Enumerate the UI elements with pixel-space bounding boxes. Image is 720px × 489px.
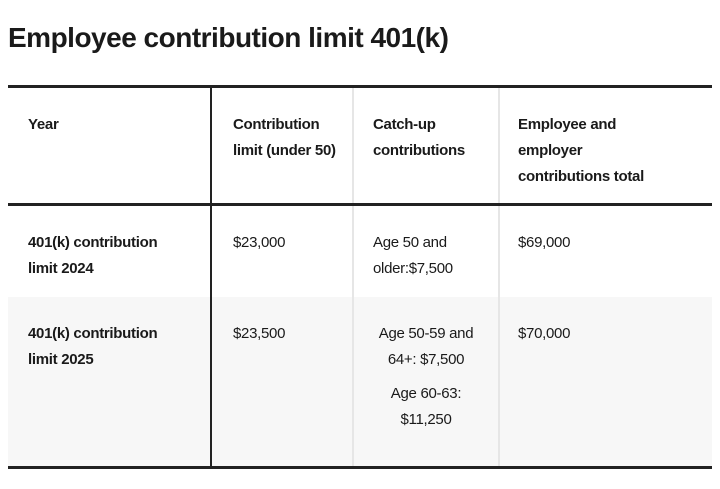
table-top-rule xyxy=(8,85,712,88)
header-total: Employee and employer contributions tota… xyxy=(518,116,644,185)
catch-up-age-50-59: Age 50-59 and 64+: $7,500 xyxy=(378,325,474,368)
row-limit: $23,000 xyxy=(212,206,354,297)
header-catch-up: Catch-up contributions xyxy=(354,88,500,204)
header-year: Year xyxy=(8,88,212,204)
header-rule xyxy=(8,203,712,206)
row-limit: $23,500 xyxy=(212,297,354,467)
row-catch-up: Age 50-59 and 64+: $7,500 Age 60-63: $11… xyxy=(354,297,500,467)
row-total: $69,000 xyxy=(518,234,571,251)
row-catch-up: Age 50 and older:$7,500 xyxy=(354,206,500,297)
header-contribution-limit: Contribution limit (under 50) xyxy=(212,88,354,204)
table-bottom-rule xyxy=(8,466,712,469)
catch-up-age-60-63: Age 60-63: $11,250 xyxy=(390,385,462,428)
row-total: $70,000 xyxy=(518,325,571,342)
page-title: Employee contribution limit 401(k) xyxy=(8,22,449,53)
table-row: 401(k) contribution limit 2024 $23,000 A… xyxy=(8,206,712,297)
row-year: 401(k) contribution limit 2024 xyxy=(8,206,212,297)
row-year: 401(k) contribution limit 2025 xyxy=(8,297,212,467)
table-row: 401(k) contribution limit 2025 $23,500 A… xyxy=(8,297,712,467)
table-header-row: Year Contribution limit (under 50) Catch… xyxy=(8,88,712,204)
